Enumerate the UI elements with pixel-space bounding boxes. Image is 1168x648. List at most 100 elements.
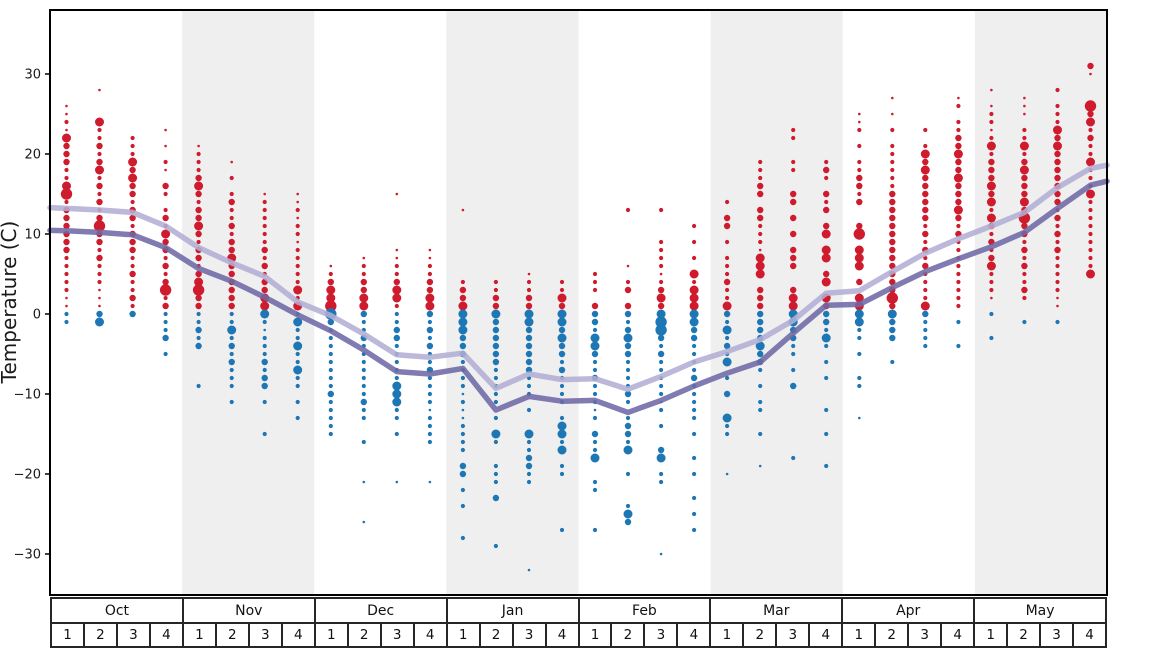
warm-temp-dot [889,302,896,310]
warm-temp-dot [722,301,732,311]
cold-temp-dot [758,464,762,468]
warm-temp-dot [295,279,300,285]
warm-temp-dot [195,214,202,222]
warm-temp-dot [791,167,796,173]
warm-temp-dot [228,302,235,310]
cold-temp-dot [559,391,565,397]
warm-temp-dot [1054,158,1061,166]
cold-temp-dot [461,416,465,420]
warm-temp-dot [989,207,994,213]
warm-temp-dot [1088,207,1093,213]
cold-temp-dot [460,535,465,541]
warm-temp-dot [64,175,69,181]
warm-temp-dot [1054,198,1061,206]
week-number-cell: 3 [117,624,151,646]
warm-temp-dot [757,286,764,294]
warm-temp-dot [1021,182,1028,190]
cold-temp-dot [923,335,928,341]
cold-temp-dot [956,319,961,325]
cold-temp-dot [889,334,896,342]
cold-temp-dot [527,568,531,572]
week-number-cell: 3 [777,624,811,646]
cold-temp-dot [592,383,598,389]
cold-temp-dot [229,399,234,405]
warm-temp-dot [725,287,730,293]
warm-temp-dot [988,190,995,198]
cold-temp-dot [493,399,498,405]
cold-temp-dot [293,365,303,375]
cold-temp-dot [889,326,896,334]
warm-temp-dot [592,279,598,285]
cold-temp-dot [458,325,468,335]
cold-temp-dot [328,367,333,373]
warm-temp-dot [988,254,995,262]
warm-temp-dot [192,284,205,296]
cold-temp-dot [163,311,168,317]
cold-temp-dot [557,445,567,455]
cold-temp-dot [493,415,498,421]
warm-temp-dot [656,293,666,303]
cold-temp-dot [858,416,861,420]
month-band [710,10,843,595]
warm-temp-dot [790,230,797,238]
warm-temp-dot [986,141,996,151]
cold-temp-dot [659,423,664,429]
warm-temp-dot [130,263,135,269]
warm-temp-dot [821,229,831,239]
warm-temp-dot [788,301,798,311]
warm-temp-dot [62,181,71,191]
cold-temp-dot [725,472,729,476]
warm-temp-dot [1055,111,1060,117]
cold-temp-dot [459,470,467,478]
warm-temp-dot [1086,157,1095,167]
cold-temp-dot [790,382,797,390]
warm-temp-dot [129,238,136,246]
warm-temp-dot [923,223,928,229]
warm-temp-dot [296,240,300,244]
warm-temp-dot [163,191,168,197]
cold-temp-dot [723,390,731,398]
cold-temp-dot [657,334,665,342]
cold-temp-dot [328,407,333,413]
cold-temp-dot [1055,319,1060,325]
warm-temp-dot [1055,239,1060,245]
warm-temp-dot [955,134,962,142]
cold-temp-dot [493,479,498,485]
cold-temp-dot [361,367,366,373]
warm-temp-dot [953,205,963,215]
warm-temp-dot [229,207,234,213]
cold-temp-dot [394,431,399,437]
warm-temp-dot [159,284,172,296]
cold-temp-dot [558,350,566,358]
warm-temp-dot [856,278,863,286]
cold-temp-dot [692,399,697,405]
cold-temp-dot [229,383,234,389]
warm-temp-dot [922,198,929,206]
warm-temp-dot [196,151,201,157]
warm-temp-dot [97,263,102,269]
warm-temp-dot [64,279,69,285]
warm-temp-dot [657,286,665,294]
cold-temp-dot [623,509,633,519]
warm-temp-dot [854,245,864,255]
warm-temp-dot [922,262,929,270]
cold-temp-dot [590,453,600,463]
warm-temp-dot [129,246,136,254]
warm-temp-dot [1088,239,1093,245]
warm-temp-dot [757,294,764,302]
y-tick-label: −20 [14,468,41,483]
cold-temp-dot [460,431,465,437]
warm-temp-dot [162,302,169,310]
warm-temp-dot [359,301,369,311]
warm-temp-dot [459,294,467,302]
warm-temp-dot [1019,165,1029,175]
warm-temp-dot [791,159,796,165]
warm-temp-dot [857,167,862,173]
warm-temp-dot [163,255,168,261]
warm-temp-dot [260,301,270,311]
warm-temp-dot [1055,255,1060,261]
warm-temp-dot [262,223,267,229]
warm-temp-dot [492,302,500,310]
warm-temp-dot [889,222,896,230]
warm-temp-dot [296,216,300,220]
